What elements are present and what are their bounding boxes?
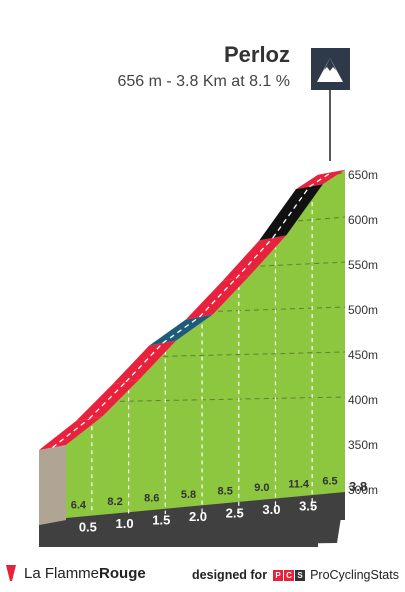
pcs-logo-c: C bbox=[284, 569, 295, 581]
gradient-segment bbox=[185, 275, 250, 320]
contour-line bbox=[289, 216, 346, 223]
gradient-segment bbox=[39, 416, 103, 450]
x-tick-label: 0.5 bbox=[79, 520, 97, 535]
gradient-label: 8.5 bbox=[218, 485, 233, 497]
summit-marker bbox=[311, 48, 350, 161]
gradient-label: 9.0 bbox=[254, 482, 269, 494]
contour-line bbox=[154, 351, 346, 358]
x-tick-label: 2.5 bbox=[226, 506, 244, 521]
gradient-label: 6.5 bbox=[322, 475, 337, 487]
contour-line bbox=[110, 396, 346, 403]
gradient-label: 8.2 bbox=[107, 496, 122, 508]
x-tick-label: 3.0 bbox=[262, 502, 280, 517]
gradient-label: 11.4 bbox=[288, 478, 310, 490]
y-tick-label: 450m bbox=[348, 348, 378, 362]
pcs-name: ProCyclingStats bbox=[310, 568, 399, 582]
designed-for-label: designed for bbox=[192, 568, 268, 582]
gradient-segment bbox=[75, 379, 140, 422]
x-tick-label: 1.0 bbox=[116, 516, 134, 531]
contour-line bbox=[251, 261, 346, 268]
profile-side-face bbox=[39, 445, 66, 525]
y-tick-label: 600m bbox=[348, 213, 378, 227]
segment-centerline bbox=[309, 171, 332, 188]
y-tick-label: 650m bbox=[348, 168, 378, 182]
gradient-label: 6.4 bbox=[71, 499, 87, 511]
x-tick-label: 3.5 bbox=[299, 499, 317, 514]
mountain-summit-icon bbox=[317, 58, 343, 82]
distance-strip-base bbox=[39, 525, 318, 547]
pcs-logo-s: S bbox=[295, 569, 306, 581]
x-tick-label: 1.5 bbox=[152, 513, 170, 528]
end-distance-label: 3.8 bbox=[349, 479, 367, 494]
x-tick-label: 2.0 bbox=[189, 509, 207, 524]
brand-prefix: La Flamme bbox=[24, 564, 100, 582]
gradient-label: 5.8 bbox=[181, 489, 196, 501]
y-tick-label: 550m bbox=[348, 258, 378, 272]
segment-centerline bbox=[52, 418, 90, 449]
brand-bold: Rouge bbox=[99, 564, 146, 582]
segment-centerline bbox=[235, 237, 274, 279]
contour-line bbox=[208, 306, 346, 313]
brand-logo: La Flamme Rouge bbox=[4, 564, 146, 582]
climb-stats: 656 m - 3.8 Km at 8.1 % bbox=[117, 73, 290, 90]
gradient-label: 8.6 bbox=[144, 492, 159, 504]
y-tick-label: 300m bbox=[348, 483, 378, 497]
gradient-segment bbox=[112, 340, 177, 385]
y-tick-label: 400m bbox=[348, 393, 378, 407]
y-tick-label: 350m bbox=[348, 438, 378, 452]
segment-centerline bbox=[272, 186, 311, 239]
flame-icon bbox=[6, 565, 16, 581]
designed-credit: designed for P C S ProCyclingStats bbox=[192, 568, 399, 582]
segment-centerline bbox=[162, 316, 200, 344]
pcs-logo-p: P bbox=[273, 569, 284, 581]
profile-area bbox=[66, 169, 345, 520]
y-tick-label: 500m bbox=[348, 303, 378, 317]
climb-title: Perloz bbox=[223, 42, 290, 67]
